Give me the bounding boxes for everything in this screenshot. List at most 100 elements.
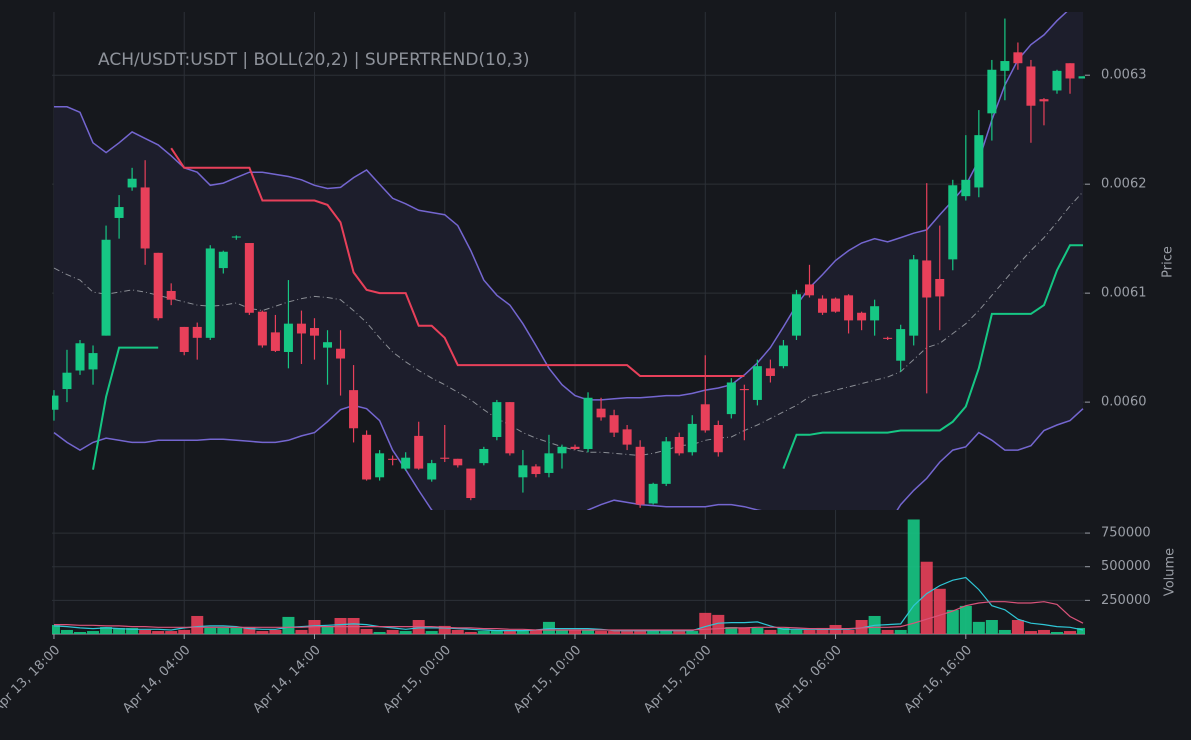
- bollinger-lower: [53, 404, 1084, 510]
- volume-bar: [503, 631, 516, 634]
- volume-axis-label: Volume: [1163, 548, 1178, 596]
- supertrend-up: [92, 244, 1083, 470]
- candle-body: [323, 342, 333, 348]
- candle-body: [922, 260, 932, 298]
- candle-body: [257, 311, 267, 346]
- volume-bar: [243, 627, 256, 634]
- volume-bar: [126, 627, 139, 634]
- volume-bar: [985, 620, 998, 634]
- volume-panel: [52, 519, 1085, 634]
- volume-tick-label: 250000: [1101, 593, 1151, 608]
- bollinger-fill: [53, 12, 1084, 510]
- volume-bar: [256, 631, 269, 634]
- candle-body: [75, 343, 85, 371]
- volume-bar: [647, 631, 660, 634]
- candle-body: [818, 298, 828, 313]
- candle-body: [270, 332, 280, 351]
- candle-body: [870, 306, 880, 321]
- candle-body: [1000, 61, 1010, 71]
- candle-body: [205, 248, 215, 338]
- x-tick-label: Apr 14, 14:00: [250, 643, 323, 716]
- volume-bar: [803, 629, 816, 634]
- candle-body: [896, 329, 906, 361]
- supertrend-down: [170, 147, 745, 377]
- volume-bar: [842, 629, 855, 634]
- candle-body: [596, 408, 606, 418]
- candle-body: [909, 259, 919, 336]
- volume-bar: [881, 629, 894, 634]
- volume-bar: [347, 617, 360, 634]
- candle-body: [935, 278, 945, 297]
- price-panel: [52, 12, 1085, 510]
- candle-body: [140, 187, 150, 249]
- candle-body: [583, 397, 593, 449]
- candle-body: [218, 251, 228, 269]
- volume-bar: [269, 629, 282, 634]
- candle-body: [414, 435, 424, 469]
- candle-body: [635, 446, 645, 505]
- volume-bar: [87, 631, 100, 634]
- candle-body: [778, 345, 788, 367]
- candle-body: [52, 395, 59, 410]
- volume-bar: [100, 627, 113, 634]
- volume-bar: [1050, 631, 1063, 634]
- volume-bar: [490, 631, 503, 634]
- candle-body: [804, 284, 814, 296]
- y-tick-label: 0.0061: [1101, 286, 1147, 301]
- volume-bar: [282, 616, 295, 634]
- volume-bar: [191, 615, 204, 634]
- candle-body: [726, 382, 736, 415]
- y-tick-label: 0.0060: [1101, 395, 1147, 410]
- volume-bar: [972, 621, 985, 634]
- candle-body: [479, 448, 489, 464]
- volume-bar: [178, 629, 191, 634]
- candle-body: [739, 389, 749, 391]
- candle-body: [1026, 66, 1036, 106]
- volume-bar: [360, 629, 373, 634]
- x-tick-label: Apr 13, 18:00: [0, 643, 63, 716]
- candle-body: [713, 425, 723, 453]
- candle-body: [114, 207, 124, 218]
- candle-body: [948, 185, 958, 260]
- volume-bar: [425, 631, 438, 634]
- volume-bar: [60, 629, 73, 634]
- volume-tick-label: 750000: [1101, 526, 1151, 541]
- bollinger-middle: [53, 191, 1084, 457]
- volume-bar: [790, 629, 803, 634]
- candle-body: [296, 323, 306, 334]
- candle-body: [700, 404, 710, 431]
- candle-body: [244, 243, 254, 313]
- volume-bar: [920, 561, 933, 634]
- volume-bar: [1011, 620, 1024, 634]
- volume-bar: [582, 629, 595, 634]
- volume-bar: [204, 627, 217, 634]
- volume-bar: [1024, 631, 1037, 634]
- volume-bar: [74, 631, 87, 634]
- candle-body: [166, 290, 176, 300]
- candle-body: [388, 458, 398, 460]
- x-tick-label: Apr 14, 04:00: [120, 643, 193, 716]
- y-tick-label: 0.0062: [1101, 177, 1147, 192]
- x-tick-label: Apr 16, 16:00: [902, 643, 975, 716]
- candle-body: [974, 135, 984, 188]
- candle-body: [88, 353, 98, 370]
- volume-ma-fast: [53, 576, 1084, 632]
- candle-body: [192, 326, 202, 338]
- volume-bar: [464, 631, 477, 634]
- volume-bar: [321, 627, 334, 634]
- volume-ma-slow: [54, 601, 1084, 631]
- volume-bar: [542, 621, 555, 634]
- candle-body: [492, 402, 502, 437]
- candle-body: [648, 483, 658, 504]
- candle-body: [518, 465, 528, 478]
- candle-body: [440, 457, 450, 459]
- volume-tick-label: 500000: [1101, 559, 1151, 574]
- candle-body: [752, 366, 762, 400]
- candle-body: [674, 436, 684, 454]
- volume-bar: [894, 629, 907, 634]
- candle-body: [362, 434, 372, 480]
- candle-body: [661, 441, 671, 484]
- candle-body: [570, 446, 580, 449]
- volume-bar: [529, 629, 542, 634]
